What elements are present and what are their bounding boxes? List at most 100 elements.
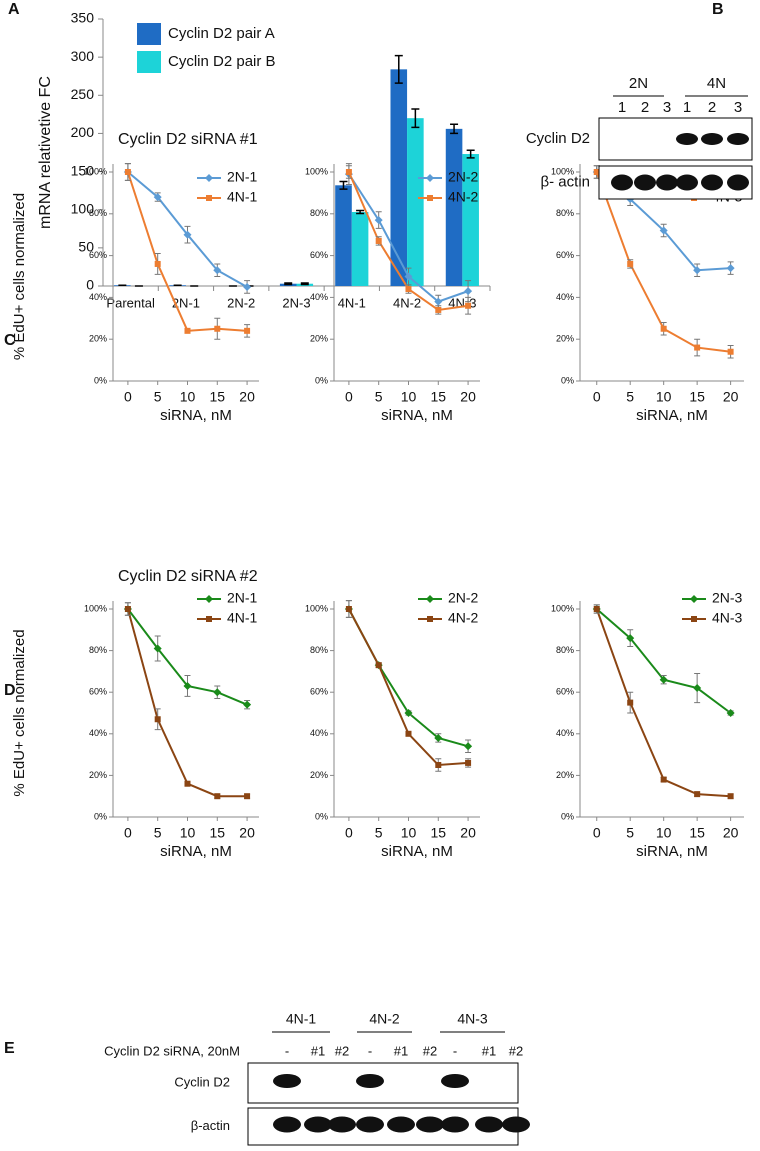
marker: [214, 325, 221, 332]
marker: [659, 226, 668, 235]
x-tick-label: 0: [345, 389, 353, 405]
marker: [124, 606, 131, 612]
x-axis-label: siRNA, nM: [636, 407, 708, 424]
group-label: 4N-3: [457, 1011, 488, 1027]
marker: [726, 709, 735, 717]
y-tick-label: 100: [71, 200, 95, 216]
band: [656, 174, 678, 191]
x-tick-label: 2N-3: [282, 295, 310, 310]
y-tick-label: 20%: [310, 770, 328, 780]
x-tick-label: 5: [375, 825, 383, 841]
bar: [335, 185, 352, 286]
bar: [390, 69, 408, 286]
marker: [405, 730, 412, 737]
legend-label: 4N-1: [227, 610, 258, 626]
marker: [464, 287, 473, 296]
x-tick-label: 20: [723, 825, 739, 841]
legend-label: 2N-1: [227, 590, 258, 606]
x-tick-label: 5: [626, 825, 634, 841]
x-axis-label: siRNA, nM: [160, 407, 232, 424]
y-axis-label: % EdU+ cells normalized: [11, 193, 28, 360]
marker: [693, 684, 702, 693]
lane-label: 3: [734, 99, 742, 116]
marker: [375, 237, 382, 244]
y-tick-label: 60%: [310, 687, 328, 697]
x-tick-label: 20: [239, 825, 255, 841]
band: [701, 174, 723, 191]
x-tick-label: 15: [689, 389, 705, 405]
legend-marker: [690, 595, 698, 603]
x-tick-label: 0: [593, 825, 601, 841]
legend-marker: [427, 195, 433, 201]
y-tick-label: 40%: [310, 292, 328, 302]
error-bar: [300, 282, 309, 286]
band: [387, 1116, 415, 1133]
x-tick-label: 10: [180, 389, 196, 405]
panel-label: B: [712, 1, 724, 18]
error-bar: [394, 54, 403, 84]
x-tick-label: 20: [460, 389, 476, 405]
lane-label: -: [285, 1043, 289, 1058]
x-tick-label: 4N-2: [393, 295, 421, 310]
x-axis-label: siRNA, nM: [381, 407, 453, 424]
x-tick-label: 20: [460, 825, 476, 841]
y-tick-label: 250: [71, 86, 95, 102]
legend-marker: [205, 595, 213, 603]
marker: [213, 688, 222, 697]
line: [596, 608, 732, 714]
marker: [214, 793, 221, 800]
error-bar: [356, 209, 365, 215]
legend-label: 2N-1: [227, 169, 258, 185]
band: [356, 1116, 384, 1133]
row-label: Cyclin D2: [174, 1074, 230, 1089]
lane-label: #1: [311, 1043, 325, 1058]
y-tick-label: 40%: [89, 728, 107, 738]
x-tick-label: 15: [430, 389, 446, 405]
y-tick-label: 20%: [310, 334, 328, 344]
band: [304, 1116, 332, 1133]
lane-label: #1: [394, 1043, 408, 1058]
y-tick-label: 100%: [305, 603, 328, 613]
lane-label: 3: [663, 99, 671, 116]
x-tick-label: 10: [656, 389, 672, 405]
y-tick-label: 40%: [556, 292, 574, 302]
x-axis-label: siRNA, nM: [636, 843, 708, 860]
marker: [243, 700, 252, 709]
panel-label: A: [8, 1, 20, 18]
lane-label: #2: [423, 1043, 437, 1058]
lane-label: #2: [335, 1043, 349, 1058]
marker: [244, 327, 251, 334]
y-tick-label: 80%: [89, 208, 107, 218]
band: [611, 174, 633, 191]
lane-label: #1: [482, 1043, 496, 1058]
legend-marker: [427, 616, 433, 622]
marker: [345, 169, 352, 175]
marker: [243, 282, 252, 291]
band: [441, 1116, 469, 1133]
chart-title: Cyclin D2 siRNA #2: [118, 568, 258, 585]
legend-label: Cyclin D2 pair B: [168, 53, 276, 70]
lane-label: -: [368, 1043, 372, 1058]
marker: [726, 264, 735, 273]
line: [595, 608, 731, 798]
marker: [405, 286, 412, 293]
marker: [154, 716, 161, 723]
band: [416, 1116, 444, 1133]
y-tick-label: 80%: [556, 208, 574, 218]
y-tick-label: 40%: [310, 728, 328, 738]
row-label: β-actin: [191, 1118, 230, 1133]
legend-marker: [691, 616, 697, 622]
y-tick-label: 0%: [315, 375, 328, 385]
y-tick-label: 60%: [556, 687, 574, 697]
row-label: β- actin: [541, 173, 590, 190]
band: [273, 1116, 301, 1133]
legend-swatch: [137, 23, 161, 45]
error-bar: [339, 180, 348, 190]
marker: [404, 709, 413, 717]
marker: [434, 733, 443, 742]
error-bar: [450, 123, 459, 135]
x-tick-label: 15: [430, 825, 446, 841]
lane-label: 2: [641, 99, 649, 116]
y-tick-label: 100%: [551, 603, 574, 613]
y-tick-label: 0%: [315, 811, 328, 821]
